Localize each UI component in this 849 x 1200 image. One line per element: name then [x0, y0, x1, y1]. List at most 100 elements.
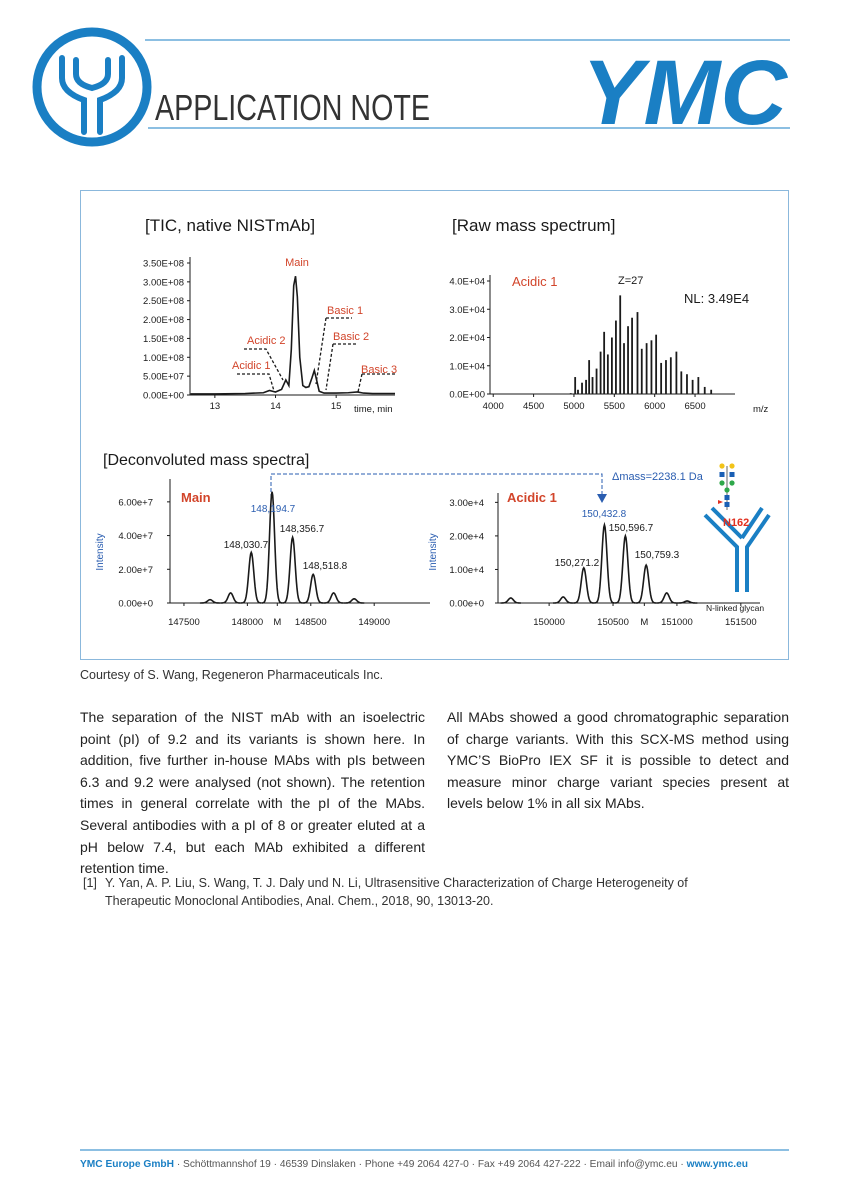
antibody-shape: [703, 506, 771, 592]
mass-shift-label: Δmass=2238.1 Da: [612, 471, 704, 483]
logo-arm-right: [97, 55, 125, 135]
x-tick-label: 149000: [358, 617, 390, 628]
x-tick-label: 6000: [644, 401, 665, 412]
y-axis-label: Intensity: [428, 533, 439, 570]
logo-arm-inner: [73, 57, 111, 92]
bracket-basic-1: [315, 317, 352, 385]
deconvoluted-peak: [282, 534, 303, 604]
antibody-right-inner: [740, 506, 764, 540]
deconvoluted-peak: [676, 600, 698, 604]
x-tick-label: M: [640, 617, 648, 628]
x-tick-label: 13: [210, 401, 221, 412]
y-tick-label: 3.50E+08: [143, 259, 184, 270]
deconvoluted-peak: [302, 572, 324, 604]
trace: [190, 276, 395, 395]
deconvoluted-peak: [323, 591, 344, 604]
glycan-glcnac: [729, 472, 735, 477]
body-left: The separation of the NIST mAb with an i…: [80, 709, 425, 877]
glycan-fucose: [718, 500, 723, 504]
y-tick-label: 2.0E+04: [449, 333, 485, 344]
peak-label: 150,271.2: [555, 558, 600, 569]
x-tick-label: 147500: [168, 617, 200, 628]
peak-label: 150,759.3: [635, 550, 680, 561]
glycan-mannose: [729, 480, 735, 486]
peak-label: 150,596.7: [609, 523, 654, 534]
deconvoluted-peak: [344, 597, 365, 604]
glycan-galactose: [729, 463, 735, 469]
footer-address: · Schöttmannshof 19 · 46539 Dinslaken · …: [176, 1159, 684, 1170]
x-tick-label: 14: [270, 401, 281, 412]
y-tick-label: 0.00E+00: [143, 391, 184, 402]
y-tick-label: 1.0E+04: [449, 361, 485, 372]
annotation: Basic 2: [333, 331, 369, 343]
x-tick-label: 148500: [295, 617, 327, 628]
y-tick-label: 2.00e+7: [118, 565, 153, 576]
deconvoluted-peak: [656, 592, 677, 604]
deconvolution-title: [Deconvoluted mass spectra]: [103, 452, 309, 469]
glycan-mannose: [724, 487, 730, 493]
footer-company: YMC Europe GmbH: [80, 1159, 174, 1170]
y-tick-label: 4.00e+7: [118, 531, 153, 542]
antibody-left-inner: [710, 506, 744, 540]
glycan-site: N162: [723, 517, 749, 529]
y-tick-label: 1.00E+08: [143, 353, 184, 364]
footer: YMC Europe GmbH · Schöttmannshof 19 · 46…: [80, 1159, 748, 1170]
peak-label: 148,518.8: [303, 561, 348, 572]
glycan-galactose: [719, 463, 725, 469]
y-tick-label: 1.50E+08: [143, 334, 184, 345]
logo-arm-left: [59, 55, 87, 135]
annotation: Acidic 1: [232, 360, 271, 372]
x-tick-label: 5500: [604, 401, 625, 412]
figure-caption: Courtesy of S. Wang, Regeneron Pharmaceu…: [80, 668, 384, 682]
reference-number: [1]: [83, 876, 97, 890]
y-tick-label: 3.00E+08: [143, 277, 184, 288]
y-axis-label: Intensity: [95, 533, 106, 570]
x-tick-label: 151500: [725, 617, 757, 628]
x-tick-label: 4500: [523, 401, 544, 412]
x-tick-label: M: [273, 617, 281, 628]
figure-frame: [80, 190, 789, 660]
deconvoluted-peak: [500, 597, 521, 604]
x-tick-label: 5000: [563, 401, 584, 412]
annotation: NL: 3.49E4: [684, 291, 749, 306]
x-axis-label: time, min: [354, 404, 393, 415]
deconvoluted-peak: [594, 521, 615, 604]
deconvoluted-peak: [552, 596, 574, 604]
y-tick-label: 4.0E+04: [449, 277, 485, 288]
y-tick-label: 2.00e+4: [449, 531, 484, 542]
deconvoluted-peak: [635, 563, 657, 604]
tic-annotation-brackets: [237, 317, 395, 393]
y-tick-label: 2.00E+08: [143, 315, 184, 326]
deconvoluted-peak: [199, 598, 221, 604]
logo-antibody: [59, 55, 125, 135]
antibody-left: [703, 513, 739, 592]
ymc-logo: YMC: [582, 42, 789, 144]
x-tick-label: 151000: [661, 617, 693, 628]
y-tick-label: 1.00e+4: [449, 565, 484, 576]
deconvoluted-peak: [220, 591, 241, 604]
chart-title: Main: [181, 490, 211, 505]
y-tick-label: 0.0E+00: [449, 390, 485, 401]
mass-shift-arrow: [597, 494, 607, 503]
y-tick-label: 2.50E+08: [143, 296, 184, 307]
antibody-right: [745, 513, 771, 592]
glycan-glcnac: [724, 495, 730, 500]
annotation: Basic 1: [327, 305, 363, 317]
peak-label: 148,356.7: [280, 524, 325, 535]
bracket-acidic-2: [244, 348, 284, 381]
reference-text: Y. Yan, A. P. Liu, S. Wang, T. J. Daly u…: [105, 876, 688, 908]
chart-title: Acidic 1: [507, 490, 557, 505]
bracket-basic-3: [357, 373, 395, 393]
y-tick-label: 3.0E+04: [449, 305, 485, 316]
chart-title: [TIC, native NISTmAb]: [145, 216, 315, 235]
annotation: Acidic 1: [512, 274, 558, 289]
peak-label: 148,194.7: [251, 504, 296, 515]
x-tick-label: 148000: [232, 617, 264, 628]
x-tick-label: 6500: [684, 401, 705, 412]
annotation: Main: [285, 257, 309, 269]
bracket-acidic-1: [237, 373, 275, 392]
body-right: All MAbs showed a good chromatographic s…: [447, 709, 789, 812]
glycan-diagram: N162 N-linked glycan: [703, 463, 771, 613]
annotation: Acidic 2: [247, 335, 286, 347]
